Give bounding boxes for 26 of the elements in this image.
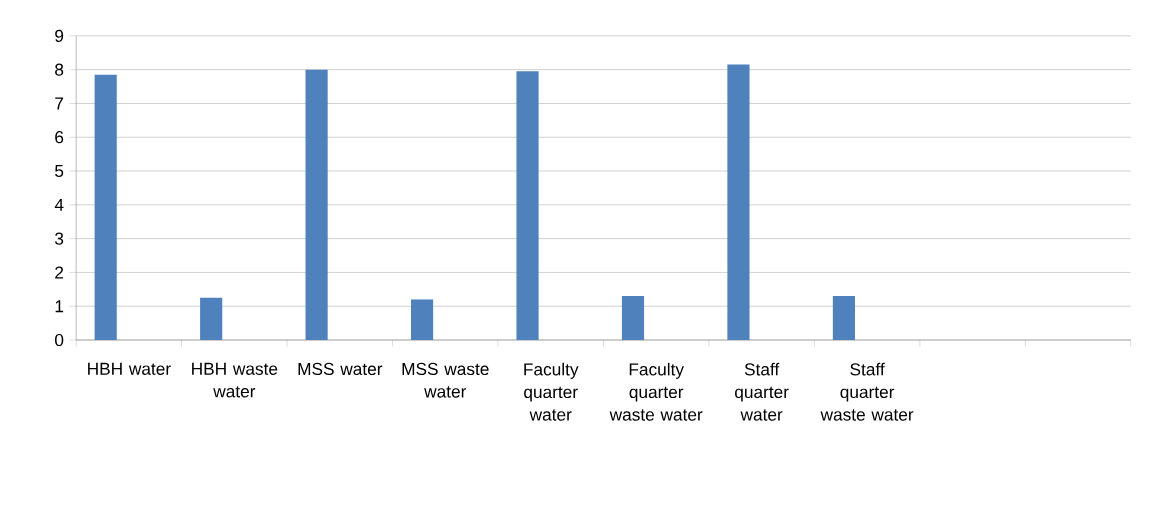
- bar: [200, 297, 223, 341]
- bar: [621, 296, 645, 341]
- y-tick-label: 1: [55, 300, 64, 313]
- y-tick-label: 2: [55, 266, 64, 279]
- y-tick-label: 8: [55, 63, 64, 76]
- x-tick-label: Staff quarter water: [735, 362, 789, 421]
- bar: [411, 299, 434, 341]
- x-tick-label: HBH water: [88, 362, 171, 375]
- bar: [305, 69, 328, 341]
- bar: [832, 296, 855, 341]
- y-tick-label: 6: [55, 131, 64, 144]
- y-tick-label: 9: [55, 29, 64, 42]
- x-tick-label: MSS water: [298, 362, 383, 376]
- bar: [94, 74, 117, 341]
- y-tick-label: 7: [55, 97, 64, 110]
- x-tick-label: MSS waste water: [402, 362, 489, 398]
- y-tick-label: 4: [54, 198, 64, 211]
- y-tick-label: 5: [55, 165, 64, 178]
- bar: [516, 71, 539, 341]
- y-tick-label: 3: [55, 232, 64, 245]
- x-tick-label: Staff quarter waste water: [820, 362, 914, 421]
- x-tick-label: Faculty quarter water: [524, 362, 579, 421]
- bar: [727, 64, 750, 341]
- x-tick-label: HBH waste water: [192, 362, 278, 398]
- x-tick-label: Faculty quarter waste water: [609, 362, 703, 421]
- y-tick-label: 0: [55, 333, 64, 347]
